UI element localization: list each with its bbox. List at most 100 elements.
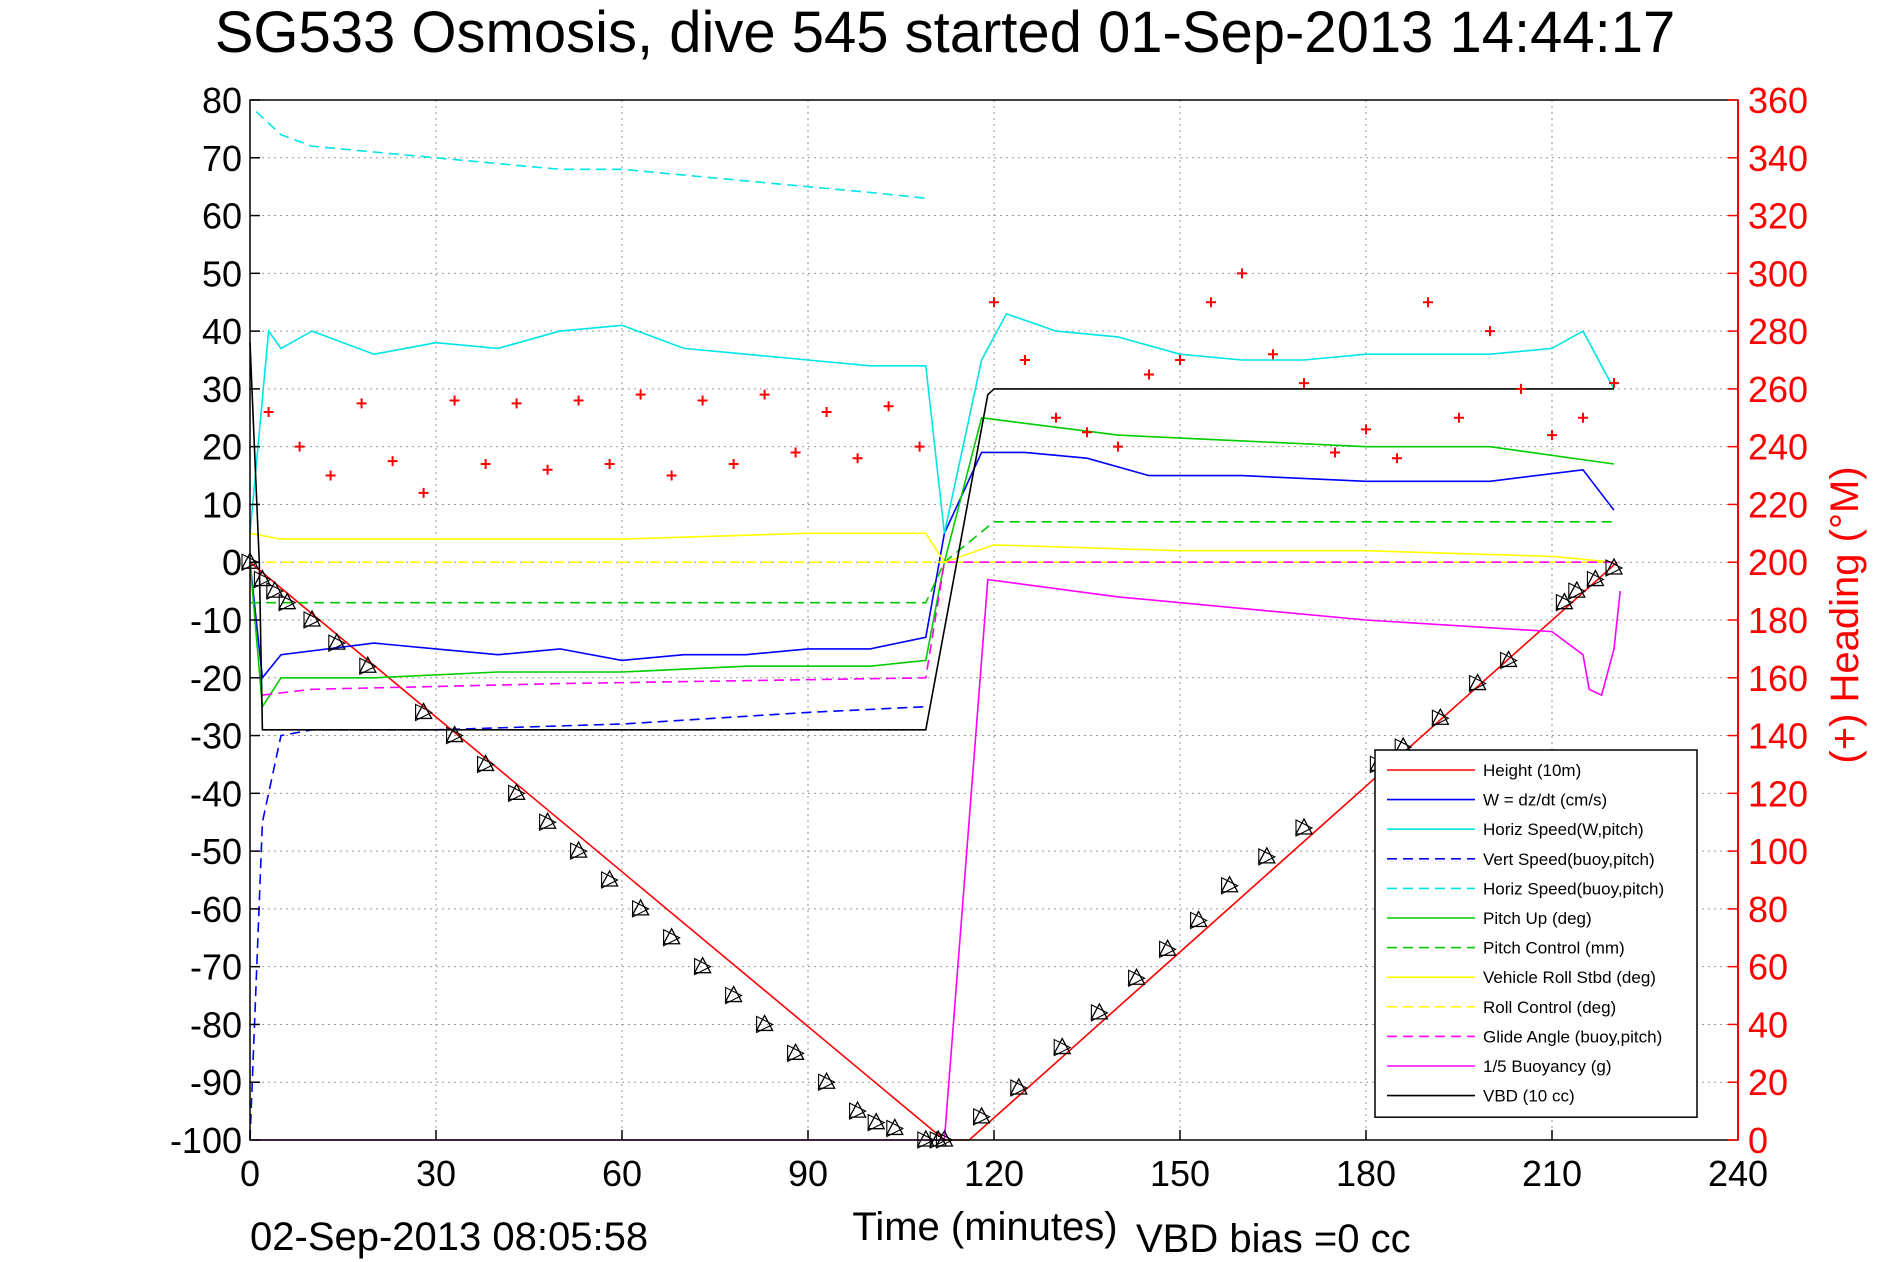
triangle-right-icon: [1159, 940, 1177, 959]
series-heading-m: [263, 268, 1619, 498]
dive-marker: [1431, 707, 1450, 728]
right-y-tick-label: 80: [1748, 889, 1788, 930]
chart-title: SG533 Osmosis, dive 545 started 01-Sep-2…: [215, 0, 1676, 65]
legend-label: Horiz Speed(W,pitch): [1483, 820, 1644, 839]
series-w-dz-dt-cm-s: [249, 451, 1615, 680]
right-y-tick-label: 300: [1748, 253, 1808, 294]
y-tick-label: -60: [190, 889, 242, 930]
legend-label: Vert Speed(buoy,pitch): [1483, 850, 1655, 869]
triangle-right-icon: [446, 726, 464, 745]
dive-marker: [885, 1118, 905, 1138]
triangle-right-icon: [1431, 709, 1450, 728]
legend-label: Horiz Speed(buoy,pitch): [1483, 879, 1664, 898]
heading-point: [1206, 297, 1216, 308]
triangle-right-icon: [415, 703, 433, 722]
heading-point: [883, 401, 894, 412]
heading-point: [821, 407, 832, 417]
heading-point: [1237, 268, 1247, 279]
x-tick-label: 150: [1150, 1153, 1210, 1194]
y-tick-label: -10: [190, 600, 242, 641]
dive-marker: [1468, 673, 1487, 693]
triangle-right-icon: [1605, 559, 1624, 577]
heading-point: [666, 470, 677, 481]
dive-marker: [786, 1042, 805, 1063]
heading-point: [325, 470, 336, 481]
x-tick-label: 0: [240, 1153, 260, 1194]
right-y-tick-label: 260: [1748, 369, 1808, 410]
right-y-tick-label: 340: [1748, 138, 1808, 179]
heading-point: [759, 389, 770, 400]
right-y-tick-label: 180: [1748, 600, 1808, 641]
heading-point: [1578, 412, 1588, 423]
heading-point: [1051, 412, 1061, 423]
dive-marker: [867, 1112, 886, 1132]
right-y-tick-label: 160: [1748, 658, 1808, 699]
right-y-tick-label: 280: [1748, 311, 1808, 352]
series-pitch-control-mm: [250, 520, 1614, 604]
y-tick-label: -50: [190, 831, 242, 872]
y-tick-label: 40: [202, 311, 242, 352]
legend-label: Height (10m): [1483, 761, 1581, 780]
series-layer: [249, 111, 1621, 1141]
triangle-right-icon: [1090, 1004, 1109, 1022]
triangle-right-icon: [359, 657, 378, 676]
legend-label: VBD (10 cc): [1483, 1087, 1575, 1106]
legend-label: Vehicle Roll Stbd (deg): [1483, 968, 1656, 987]
y-tick-label: -20: [190, 658, 242, 699]
y-tick-label: 70: [202, 138, 242, 179]
triangle-right-icon: [849, 1102, 867, 1120]
triangle-right-icon: [477, 755, 495, 774]
triangle-right-icon: [1010, 1079, 1029, 1097]
triangle-right-icon: [1258, 847, 1277, 866]
dive-marker: [253, 569, 272, 589]
dive-marker: [724, 985, 743, 1005]
series-horiz-speed-buoy-pitch: [255, 111, 926, 199]
legend-label: 1/5 Buoyancy (g): [1483, 1057, 1612, 1076]
legend-label: W = dz/dt (cm/s): [1483, 791, 1607, 810]
dive-marker: [414, 702, 433, 722]
triangle-right-icon: [1221, 876, 1239, 895]
triangle-right-icon: [508, 784, 526, 803]
dive-marker: [1567, 580, 1587, 601]
y-tick-label: -90: [190, 1062, 242, 1103]
triangle-right-icon: [787, 1044, 805, 1063]
dive-marker: [1586, 569, 1605, 589]
dive-marker: [1090, 1002, 1109, 1022]
right-y-tick-label: 240: [1748, 427, 1808, 468]
triangle-right-icon: [1295, 819, 1314, 837]
dive-marker: [538, 811, 557, 832]
dive-marker: [1053, 1037, 1072, 1057]
right-y-tick-label: 100: [1748, 831, 1808, 872]
series-pitch-up-deg: [249, 416, 1615, 710]
triangle-right-icon: [253, 570, 272, 589]
y-tick-label: 10: [202, 484, 242, 525]
triangle-right-icon: [303, 611, 322, 629]
timestamp-label: 02-Sep-2013 08:05:58: [250, 1215, 648, 1259]
heading-point: [1485, 326, 1495, 337]
x-tick-label: 120: [964, 1153, 1024, 1194]
heading-point: [1609, 378, 1619, 389]
heading-point: [1392, 453, 1402, 464]
legend-box: [1374, 749, 1698, 1118]
heading-point: [1299, 378, 1309, 389]
legend-label: Glide Angle (buoy,pitch): [1483, 1027, 1662, 1046]
triangle-right-icon: [867, 1113, 886, 1132]
dive-marker: [1189, 910, 1208, 930]
legend-label: Roll Control (deg): [1483, 998, 1616, 1017]
triangle-right-icon: [1190, 911, 1208, 930]
heading-point: [1361, 424, 1371, 435]
x-tick-label: 180: [1336, 1153, 1396, 1194]
x-tick-label: 60: [602, 1153, 642, 1194]
heading-point: [294, 441, 305, 452]
dive-marker: [569, 840, 588, 861]
heading-point: [356, 398, 367, 409]
right-y-tick-label: 360: [1748, 80, 1808, 121]
dive-marker: [1499, 650, 1518, 670]
x-axis-label: Time (minutes): [852, 1205, 1117, 1249]
dive-marker: [1009, 1077, 1029, 1097]
triangle-right-icon: [539, 813, 557, 832]
heading-point: [1175, 355, 1185, 365]
heading-point: [989, 297, 999, 308]
y-tick-label: -100: [170, 1120, 242, 1161]
